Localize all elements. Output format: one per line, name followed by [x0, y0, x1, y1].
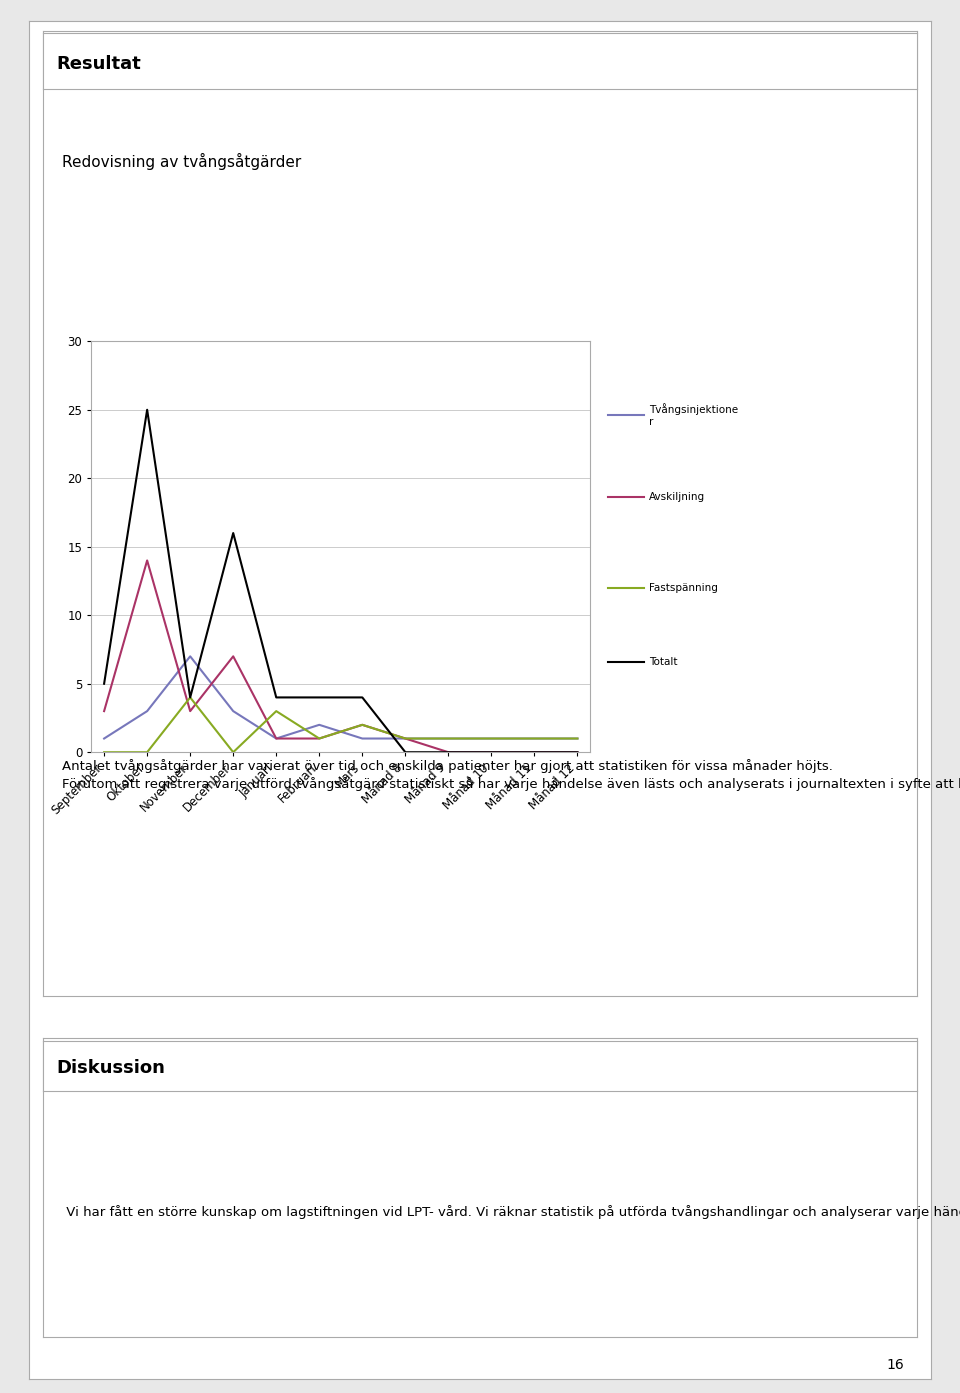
Text: Totalt: Totalt: [649, 657, 678, 667]
Text: Diskussion: Diskussion: [57, 1059, 165, 1077]
Text: Tvångsinjektione
r: Tvångsinjektione r: [649, 404, 738, 428]
Text: 16: 16: [886, 1358, 904, 1372]
Text: Avskiljning: Avskiljning: [649, 493, 706, 503]
Text: Antalet tvångsåtgärder har varierat över tid och enskilda patienter har gjort at: Antalet tvångsåtgärder har varierat över…: [62, 759, 960, 791]
Text: Vi har fått en större kunskap om lagstiftningen vid LPT- vård. Vi räknar statist: Vi har fått en större kunskap om lagstif…: [62, 1205, 960, 1219]
Text: Fastspänning: Fastspänning: [649, 582, 718, 593]
Text: Resultat: Resultat: [57, 56, 141, 72]
Text: Redovisning av tvångsåtgärder: Redovisning av tvångsåtgärder: [62, 152, 301, 170]
